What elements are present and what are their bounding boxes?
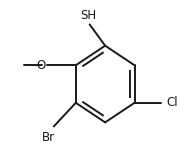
Text: Cl: Cl	[166, 96, 178, 109]
Text: Br: Br	[42, 131, 55, 144]
Text: SH: SH	[80, 9, 96, 22]
Text: O: O	[36, 59, 45, 72]
